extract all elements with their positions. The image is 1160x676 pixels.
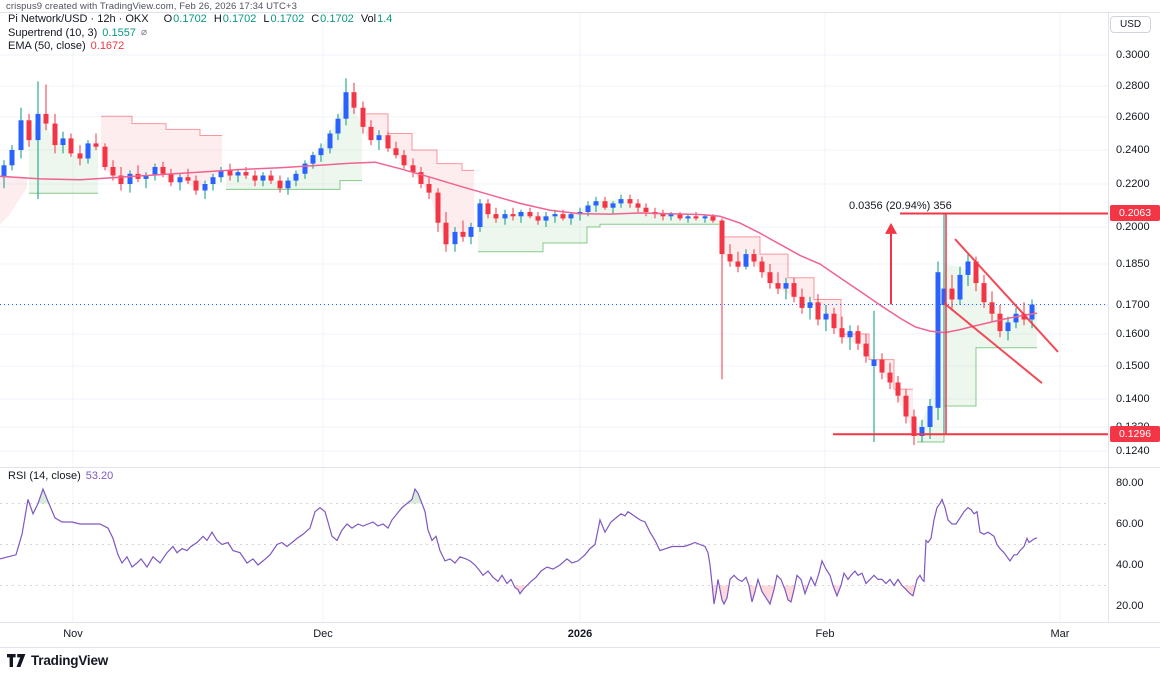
time-tick-label: Nov bbox=[63, 628, 83, 640]
ema-value: 0.1672 bbox=[90, 40, 125, 52]
close-label: C bbox=[311, 13, 320, 25]
time-tick-label: 2026 bbox=[567, 628, 593, 640]
symbol-title[interactable]: Pi Network/USD · 12h · OKX bbox=[8, 13, 149, 25]
price-tick-label: 0.1600 bbox=[1116, 328, 1150, 340]
close-value: 0.1702 bbox=[320, 13, 354, 25]
watermark-header: crispus9 created with TradingView.com, F… bbox=[6, 1, 297, 12]
currency-unit-button[interactable]: USD bbox=[1110, 16, 1152, 33]
volume-label: Vol bbox=[360, 13, 377, 25]
rsi-tick-label: 20.00 bbox=[1116, 600, 1144, 612]
rsi-legend-row[interactable]: RSI (14, close) 53.20 bbox=[8, 470, 113, 482]
low-value: 0.1702 bbox=[270, 13, 305, 25]
tradingview-logo[interactable]: TradingView bbox=[7, 653, 108, 668]
open-label: O bbox=[163, 13, 173, 25]
measurement-annotation: 0.0356 (20.94%) 356 bbox=[849, 200, 952, 212]
price-tick-label: 0.2200 bbox=[1116, 178, 1150, 190]
high-label: H bbox=[213, 13, 222, 25]
price-tick-label: 0.1240 bbox=[1116, 445, 1150, 457]
ohlc-values: O 0.1702 H 0.1702 L 0.1702 C 0.1702 Vol 1.4 bbox=[158, 13, 393, 25]
price-tick-label: 0.3000 bbox=[1116, 49, 1150, 61]
price-tick-label: 0.2000 bbox=[1116, 221, 1150, 233]
supertrend-legend-row[interactable]: Supertrend (10, 3) 0.1557 ⌀ bbox=[8, 27, 147, 39]
ema-legend-row[interactable]: EMA (50, close) 0.1672 bbox=[8, 40, 124, 52]
price-tick-label: 0.1500 bbox=[1116, 360, 1150, 372]
price-tick-label: 0.1400 bbox=[1116, 393, 1150, 405]
price-alert-label-lower: 0.1296 bbox=[1110, 426, 1160, 443]
tradingview-logo-icon bbox=[7, 653, 26, 667]
rsi-tick-label: 40.00 bbox=[1116, 559, 1144, 571]
ema-label[interactable]: EMA (50, close) bbox=[8, 40, 86, 52]
symbol-legend-row[interactable]: Pi Network/USD · 12h · OKX O 0.1702 H 0.17… bbox=[8, 13, 392, 25]
watermark-text: crispus9 created with TradingView.com, F… bbox=[6, 1, 298, 12]
price-tick-label: 0.2800 bbox=[1116, 80, 1150, 92]
rsi-label[interactable]: RSI (14, close) bbox=[8, 470, 81, 482]
price-tick-label: 0.1700 bbox=[1116, 299, 1150, 311]
price-tick-label: 0.2600 bbox=[1116, 111, 1150, 123]
low-label: L bbox=[263, 13, 270, 25]
supertrend-label[interactable]: Supertrend (10, 3) bbox=[8, 26, 98, 39]
supertrend-value: 0.1557 bbox=[102, 26, 136, 39]
rsi-tick-label: 60.00 bbox=[1116, 518, 1144, 530]
rsi-tick-label: 80.00 bbox=[1116, 477, 1144, 489]
rsi-value: 53.20 bbox=[85, 470, 114, 482]
time-tick-label: Mar bbox=[1050, 628, 1070, 640]
price-tick-label: 0.2400 bbox=[1116, 144, 1150, 156]
price-alert-label-upper: 0.2063 bbox=[1110, 205, 1160, 222]
high-value: 0.1702 bbox=[222, 13, 257, 25]
time-tick-label: Dec bbox=[313, 628, 333, 640]
time-tick-label: Feb bbox=[815, 628, 835, 640]
volume-value: 1.4 bbox=[377, 13, 393, 25]
tradingview-logo-text: TradingView bbox=[31, 653, 109, 668]
open-value: 0.1702 bbox=[173, 13, 207, 25]
hidden-marker-icon: ⌀ bbox=[140, 27, 147, 38]
price-tick-label: 0.1850 bbox=[1116, 258, 1150, 270]
